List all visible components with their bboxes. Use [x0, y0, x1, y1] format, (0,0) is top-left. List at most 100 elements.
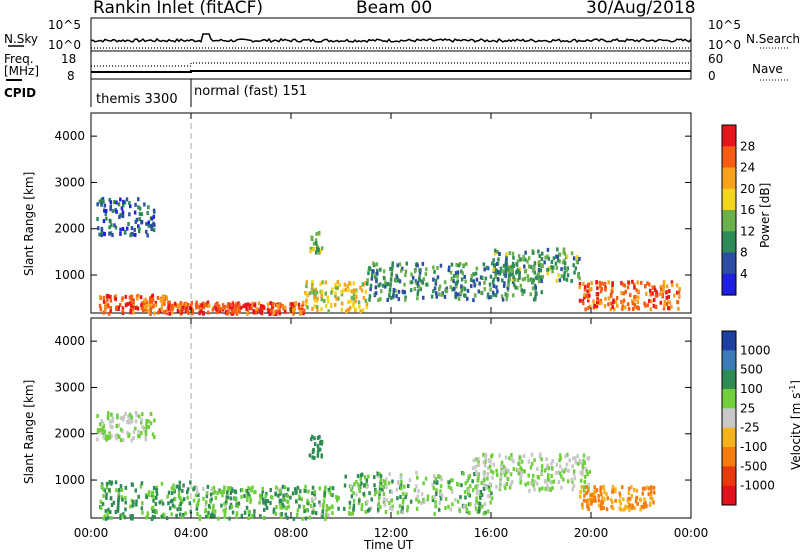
- power-data-cell-0: [127, 222, 130, 226]
- velocity-data-cell-1: [114, 480, 118, 485]
- velocity-data-cell-0: [122, 417, 125, 422]
- velocity-data-cell-5: [634, 499, 638, 504]
- power-data-cell-3: [314, 288, 317, 293]
- power-data-cell-0: [108, 197, 111, 202]
- velocity-data-cell-3: [457, 482, 460, 487]
- velocity-data-cell-0: [134, 419, 138, 424]
- power-data-cell-6: [665, 301, 669, 306]
- velocity-data-cell-4: [573, 476, 576, 481]
- power-data-cell-0: [131, 232, 135, 237]
- velocity-data-cell-1: [169, 499, 173, 504]
- power-data-cell-0: [97, 226, 100, 231]
- velocity-data-cell-2: [296, 485, 300, 490]
- velocity-data-cell-0: [111, 416, 115, 421]
- velocity-data-cell-3: [366, 499, 369, 504]
- velocity-data-cell-4: [524, 482, 527, 487]
- velocity-data-cell-3: [469, 502, 472, 506]
- velocity-data-cell-1: [105, 495, 108, 500]
- power-data-cell-4: [413, 287, 416, 291]
- power-data-cell-2: [275, 309, 279, 314]
- power-data-cell-6: [583, 292, 586, 297]
- velocity-data-cell-1: [150, 493, 154, 498]
- power-data-cell-5: [552, 265, 555, 270]
- velocity-data-cell-2: [194, 493, 198, 498]
- velocity-data-cell-2: [236, 504, 240, 509]
- power-data-cell-3: [357, 300, 361, 305]
- power-data-cell-5: [572, 256, 576, 261]
- power-data-cell-5: [573, 270, 576, 275]
- cpid-mode-themis: themis 3300: [96, 92, 178, 107]
- power-data-cell-6: [663, 303, 666, 308]
- power-data-cell-3: [335, 296, 338, 301]
- velocity-data-cell-2: [298, 504, 301, 509]
- power-data-cell-3: [327, 309, 330, 314]
- power-data-cell-6: [627, 280, 630, 285]
- power-data-cell-1: [164, 309, 167, 314]
- velocity-data-cell-1: [117, 501, 120, 506]
- velocity-data-cell-2: [204, 508, 208, 512]
- power-data-cell-4: [374, 275, 377, 280]
- power-data-cell-1: [98, 303, 102, 308]
- velocity-data-cell-3: [389, 506, 392, 511]
- power-data-cell-3: [352, 292, 356, 297]
- power-data-cell-7: [309, 246, 313, 251]
- power-data-cell-3: [338, 283, 341, 287]
- power-data-cell-6: [620, 281, 623, 286]
- velocity-data-cell-3: [391, 479, 394, 484]
- velocity-data-cell-2: [249, 497, 252, 502]
- power-data-cell-2: [278, 308, 281, 313]
- velocity-data-cell-4: [487, 466, 490, 470]
- power-data-cell-6: [636, 300, 640, 304]
- power-data-cell-0: [114, 225, 118, 230]
- velocity-data-cell-3: [405, 492, 408, 497]
- velocity-data-cell-3: [477, 472, 480, 477]
- power-data-cell-4: [375, 262, 379, 267]
- velocity-data-cell-5: [649, 501, 652, 506]
- velocity-data-cell-2: [308, 515, 312, 520]
- velocity-data-cell-1: [178, 484, 181, 489]
- power-data-cell-1: [121, 306, 125, 311]
- velocity-data-cell-5: [593, 495, 597, 500]
- power-data-cell-0: [137, 205, 140, 210]
- velocity-data-cell-4: [484, 486, 488, 491]
- velocity-data-cell-5: [628, 497, 632, 502]
- power-colorbar-tick: 4: [740, 267, 748, 281]
- velocity-data-cell-3: [415, 497, 418, 502]
- power-data-cell-5: [563, 274, 566, 279]
- velocity-data-cell-0: [116, 433, 119, 438]
- velocity-data-cell-1: [106, 511, 109, 516]
- velocity-data-cell-4: [536, 481, 539, 486]
- power-data-cell-4: [421, 280, 424, 285]
- power-data-cell-4: [534, 294, 537, 299]
- power-data-cell-4: [452, 279, 455, 284]
- velocity-data-cell-2: [225, 494, 229, 499]
- power-data-cell-4: [416, 263, 419, 268]
- velocity-data-cell-4: [474, 465, 477, 470]
- power-data-cell-0: [111, 233, 114, 238]
- velocity-data-cell-3: [432, 494, 436, 499]
- power-data-cell-0: [145, 229, 148, 234]
- velocity-data-cell-3: [402, 497, 405, 502]
- velocity-data-cell-2: [234, 496, 237, 501]
- power-data-cell-1: [102, 295, 106, 300]
- velocity-data-cell-3: [390, 490, 393, 495]
- power-data-cell-0: [133, 227, 136, 232]
- power-data-cell-6: [643, 301, 646, 306]
- velocity-data-cell-3: [417, 499, 421, 504]
- power-data-cell-3: [305, 292, 308, 297]
- power-data-cell-5: [546, 254, 549, 259]
- power-data-cell-5: [578, 276, 581, 281]
- velocity-data-cell-3: [363, 483, 366, 488]
- power-data-cell-4: [403, 290, 406, 295]
- velocity-data-cell-1: [146, 511, 150, 516]
- nsearch-tick-bottom: 10^0: [708, 38, 741, 52]
- velocity-data-cell-4: [576, 454, 579, 459]
- power-data-cell-1: [150, 300, 154, 305]
- power-data-cell-6: [587, 306, 590, 310]
- velocity-data-cell-5: [636, 502, 639, 506]
- power-data-cell-0: [113, 200, 116, 205]
- velocity-data-cell-0: [153, 435, 156, 440]
- velocity-data-cell-4: [491, 470, 495, 475]
- velocity-data-cell-5: [583, 493, 586, 498]
- velocity-data-cell-1: [178, 480, 182, 485]
